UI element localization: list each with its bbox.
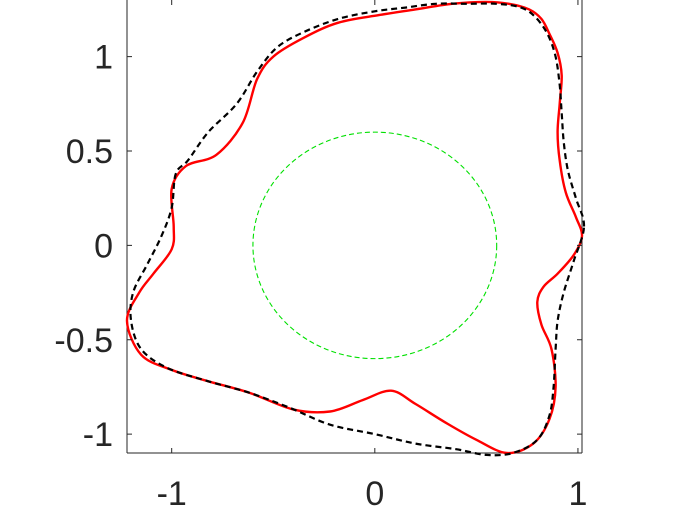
series-line-dashed (129, 2, 586, 457)
axes (126, 0, 583, 454)
y-tick-label: 0.5 (66, 133, 113, 171)
tick-layer: -1 0 1 -1 -0.5 0 0.5 1 (54, 0, 587, 513)
x-tick-label: -1 (157, 475, 187, 513)
y-tick-label: 0 (94, 227, 113, 265)
series-layer (125, 0, 586, 457)
x-tick-label: 1 (568, 475, 587, 513)
series-line-solid (125, 0, 584, 455)
y-tick-label: -1 (83, 416, 113, 454)
x-tick-label: 0 (365, 475, 384, 513)
series-circle (252, 131, 498, 360)
y-tick-label: -0.5 (54, 322, 113, 360)
y-tick-label: 1 (94, 39, 113, 77)
